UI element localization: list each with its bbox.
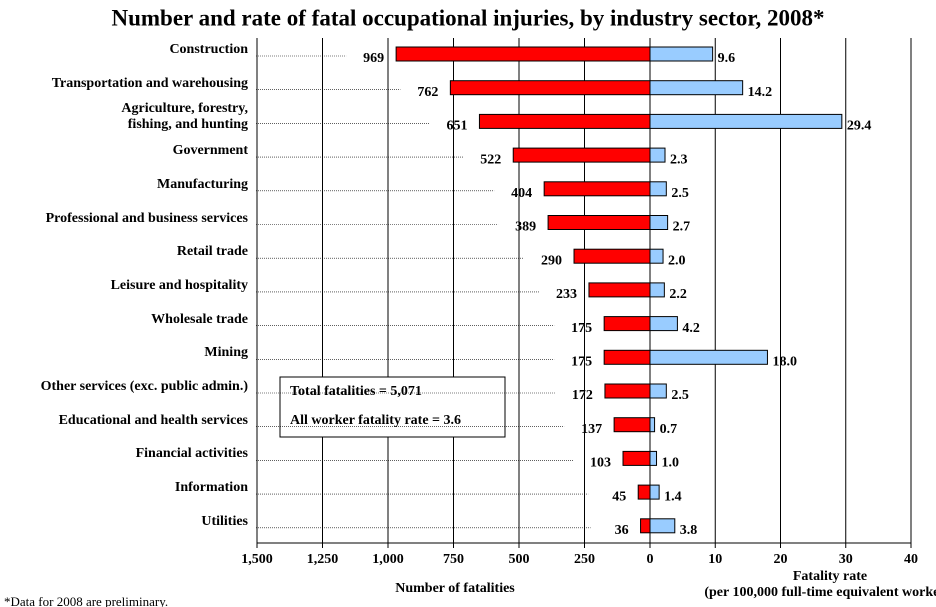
category-label: Information bbox=[174, 480, 248, 496]
value-label: 2.3 bbox=[670, 152, 688, 167]
bar bbox=[449, 80, 651, 96]
value-label: 45 bbox=[612, 489, 626, 504]
category-label: Leisure and hospitality bbox=[110, 277, 248, 293]
bar bbox=[395, 46, 651, 62]
bar bbox=[649, 518, 676, 534]
value-label: 233 bbox=[556, 287, 577, 302]
value-label: 103 bbox=[590, 456, 611, 471]
bar bbox=[603, 349, 651, 365]
x-tick-label: 250 bbox=[574, 552, 595, 567]
bar bbox=[547, 215, 651, 230]
value-label: 2.5 bbox=[671, 186, 689, 201]
x-tick-label: 30 bbox=[839, 552, 853, 567]
category-label: Mining bbox=[204, 345, 248, 361]
value-label: 4.2 bbox=[682, 321, 700, 336]
category-label: Educational and health services bbox=[58, 412, 248, 428]
value-label: 389 bbox=[515, 220, 536, 235]
value-label: 1.0 bbox=[662, 456, 680, 471]
bar bbox=[512, 147, 651, 163]
bar bbox=[649, 282, 665, 298]
category-label: Utilities bbox=[201, 513, 248, 529]
value-label: 0.7 bbox=[660, 422, 678, 437]
category-label: Financial activities bbox=[135, 446, 248, 462]
x-axis-title: Number of fatalities bbox=[395, 581, 515, 596]
value-label: 651 bbox=[446, 119, 467, 134]
bar bbox=[649, 248, 664, 264]
value-label: 1.4 bbox=[664, 489, 682, 504]
annotation: Total fatalities = 5,071 bbox=[290, 384, 422, 399]
category-label: Wholesale trade bbox=[151, 311, 248, 327]
value-label: 762 bbox=[417, 85, 438, 100]
x-tick-label: 1,250 bbox=[307, 552, 339, 567]
value-label: 175 bbox=[571, 321, 592, 336]
value-label: 175 bbox=[571, 355, 592, 370]
value-label: 18.0 bbox=[772, 355, 797, 370]
annotation: All worker fatality rate = 3.6 bbox=[290, 413, 461, 428]
category-label: Agriculture, forestry, fishing, and hunt… bbox=[121, 101, 248, 133]
bar bbox=[649, 181, 667, 197]
value-label: 172 bbox=[572, 388, 593, 403]
bar bbox=[649, 484, 660, 500]
bar bbox=[649, 349, 768, 365]
x-tick-label: 20 bbox=[774, 552, 788, 567]
value-label: 2.2 bbox=[669, 287, 687, 302]
category-label: Manufacturing bbox=[157, 176, 248, 192]
bar bbox=[543, 181, 651, 197]
bar bbox=[478, 113, 651, 129]
value-label: 522 bbox=[480, 152, 501, 167]
value-label: 290 bbox=[541, 253, 562, 268]
bar bbox=[637, 484, 651, 500]
x-tick-label: 500 bbox=[509, 552, 530, 567]
value-label: 36 bbox=[615, 523, 629, 538]
value-label: 969 bbox=[363, 51, 384, 66]
bar bbox=[649, 215, 669, 230]
x-tick-label: 1,000 bbox=[372, 552, 404, 567]
value-label: 2.5 bbox=[671, 388, 689, 403]
category-label: Construction bbox=[169, 42, 248, 57]
x-tick-label: 0 bbox=[647, 552, 654, 567]
x-tick-label: 40 bbox=[904, 552, 918, 567]
value-label: 3.8 bbox=[680, 523, 698, 538]
bar bbox=[613, 417, 651, 433]
bar bbox=[649, 80, 744, 96]
x-tick-label: 750 bbox=[443, 552, 464, 567]
value-label: 2.0 bbox=[668, 253, 686, 268]
category-label: Other services (exc. public admin.) bbox=[40, 379, 248, 394]
value-label: 14.2 bbox=[748, 85, 773, 100]
category-label: Government bbox=[172, 143, 248, 159]
category-label: Professional and business services bbox=[45, 210, 248, 226]
value-label: 137 bbox=[581, 422, 602, 437]
bar bbox=[649, 113, 843, 129]
bar bbox=[649, 450, 658, 466]
value-label: 9.6 bbox=[718, 51, 736, 66]
x-tick-label: 1,500 bbox=[241, 552, 273, 567]
bar bbox=[649, 316, 678, 332]
bar bbox=[649, 147, 666, 163]
chart-title: Number and rate of fatal occupational in… bbox=[112, 5, 825, 30]
bar bbox=[649, 46, 714, 62]
x-tick-label: 10 bbox=[708, 552, 722, 567]
bar bbox=[622, 450, 651, 466]
value-label: 2.7 bbox=[673, 220, 691, 235]
value-label: 29.4 bbox=[847, 119, 872, 134]
bar bbox=[640, 518, 651, 534]
bar bbox=[573, 248, 651, 264]
category-label: Retail trade bbox=[176, 244, 248, 260]
bar bbox=[588, 282, 651, 298]
bar bbox=[603, 316, 651, 332]
bar bbox=[649, 383, 667, 399]
bar bbox=[649, 417, 656, 433]
value-label: 404 bbox=[511, 186, 532, 201]
x-axis-title: Fatality rate (per 100,000 full-time equ… bbox=[704, 569, 936, 600]
bar bbox=[604, 383, 651, 399]
footnote: *Data for 2008 are preliminary. bbox=[4, 594, 168, 607]
category-label: Transportation and warehousing bbox=[51, 75, 248, 91]
